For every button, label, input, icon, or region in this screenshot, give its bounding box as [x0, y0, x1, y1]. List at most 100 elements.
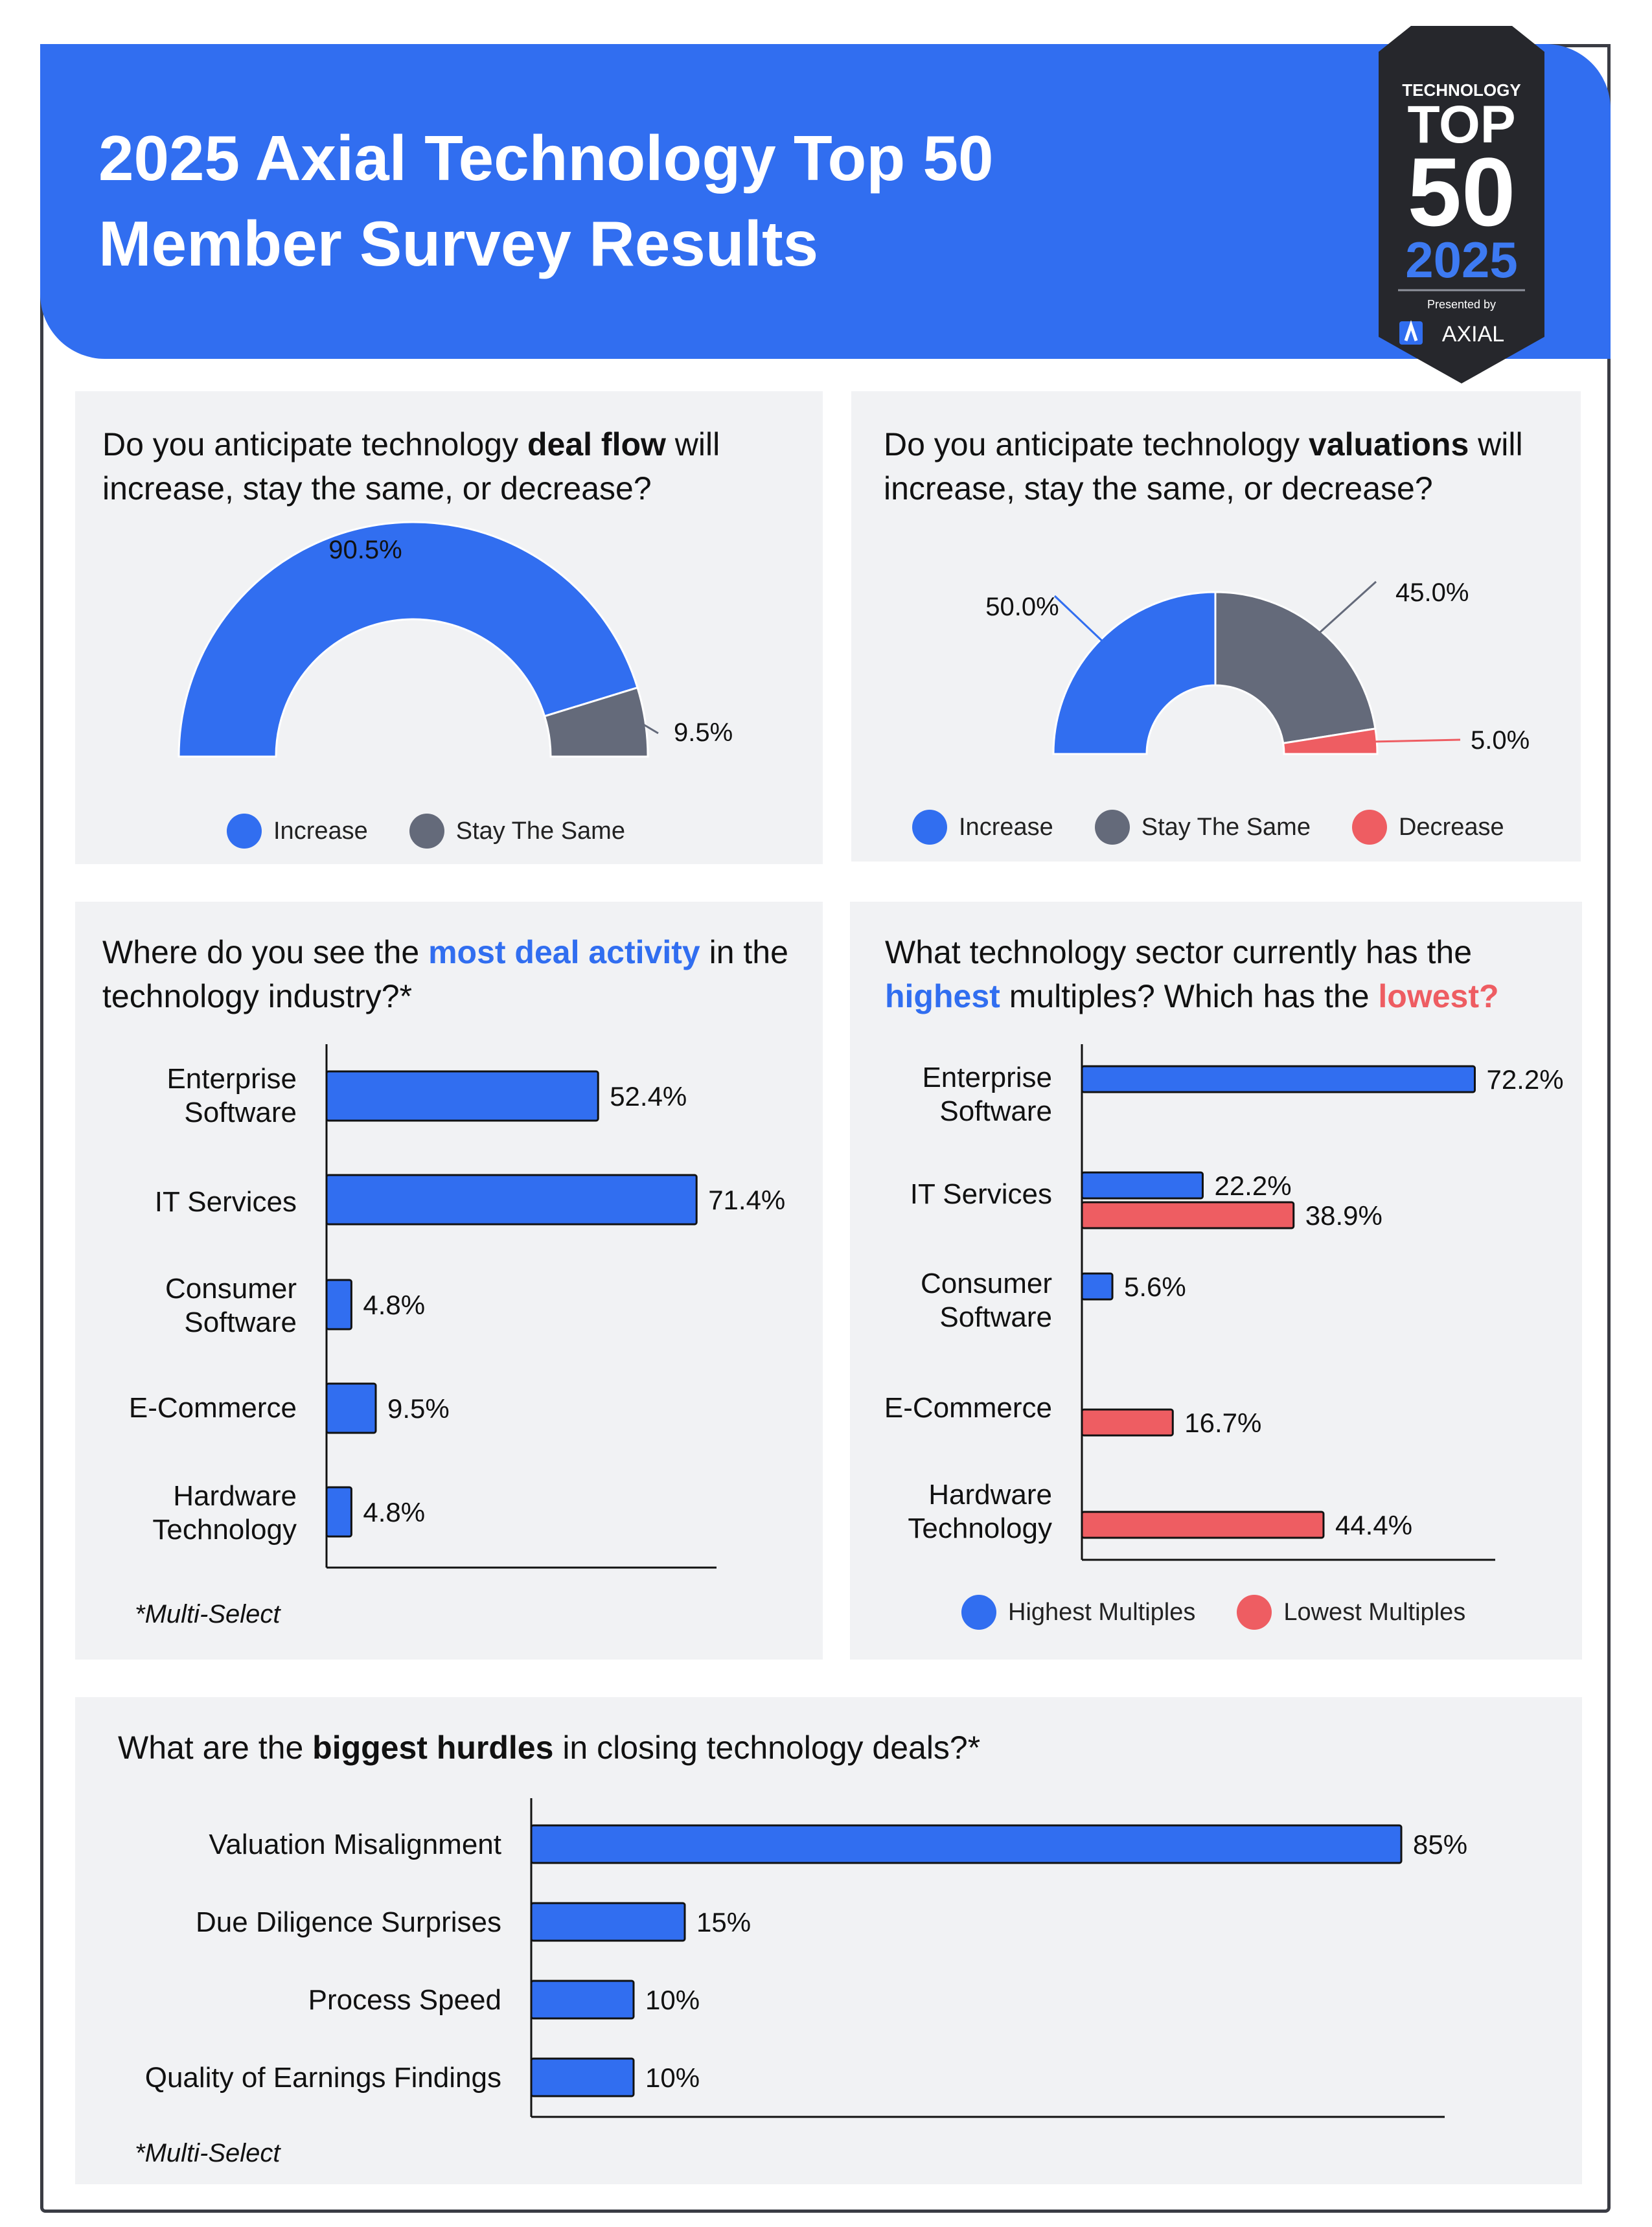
category-label: Enterprise: [166, 1063, 297, 1095]
data-label: 85%: [1413, 1829, 1467, 1860]
bar: [530, 2057, 635, 2097]
category-label: Consumer: [921, 1268, 1052, 1299]
data-label: 50.0%: [985, 593, 1059, 621]
hurdles-bar-chart: Valuation Misalignment 85% Due Diligence S…: [145, 1798, 1467, 2118]
multi-select-note: *Multi-Select: [135, 1600, 281, 1628]
donut-slice-stay-the-same: [1214, 591, 1377, 745]
category-label: Software: [939, 1301, 1052, 1333]
category-label: Technology: [908, 1513, 1052, 1544]
question-deal-flow: Do you anticipate technology deal flow w…: [102, 422, 802, 510]
bar: [1081, 1511, 1325, 1539]
data-label: 9.5%: [387, 1393, 450, 1424]
data-label: 4.8%: [363, 1497, 425, 1527]
data-label: 9.5%: [674, 718, 733, 747]
panel-multiples: What technology sector currently has the…: [850, 902, 1582, 1660]
data-label: 10%: [645, 1985, 700, 2015]
bar: [325, 1070, 599, 1122]
question-hurdles: What are the biggest hurdles in closing …: [118, 1726, 1543, 1770]
legend-label: Stay The Same: [1141, 813, 1311, 841]
category-label: Enterprise: [922, 1062, 1052, 1093]
bar: [325, 1279, 352, 1330]
legend-multiples: Highest Multiples Lowest Multiples: [961, 1595, 1507, 1630]
legend-valuations: Increase Stay The Same Decrease: [912, 810, 1546, 845]
donut-slice-decrease: [1281, 727, 1379, 755]
data-label: 52.4%: [610, 1081, 687, 1112]
leader-line: [1316, 580, 1377, 636]
multi-select-note: *Multi-Select: [135, 2139, 281, 2167]
question-text: What are the: [118, 1730, 313, 1766]
legend-swatch: [961, 1595, 996, 1630]
category-label: Technology: [152, 1514, 297, 1546]
top50-badge-logo: TECHNOLOGY TOP 50 2025 Presented by AXIA…: [1379, 26, 1544, 383]
question-emphasis: biggest hurdles: [312, 1730, 554, 1766]
header-banner: 2025 Axial Technology Top 50 Member Surv…: [40, 44, 1611, 359]
category-label: Software: [184, 1097, 297, 1128]
data-label: 45.0%: [1395, 578, 1469, 607]
donut-slice-increase: [1052, 591, 1217, 755]
bar: [325, 1486, 352, 1538]
badge-line2: TOP: [1407, 95, 1515, 154]
title-line-2: Member Survey Results: [98, 208, 819, 279]
legend-item-decrease: Decrease: [1351, 810, 1504, 845]
data-label: 16.7%: [1184, 1408, 1261, 1438]
category-label: Quality of Earnings Findings: [145, 2062, 501, 2094]
question-text: in the technology industry?*: [102, 934, 788, 1014]
category-label: Consumer: [165, 1273, 297, 1305]
legend-swatch: [409, 814, 444, 849]
donut-slice-stay-the-same: [543, 686, 649, 758]
panel-deal-flow: Do you anticipate technology deal flow w…: [75, 391, 823, 864]
panel-valuations: Do you anticipate technology valuations …: [851, 391, 1581, 862]
deal-flow-half-donut-chart: 90.5% 9.5%: [178, 521, 733, 758]
data-label: 44.4%: [1335, 1510, 1412, 1540]
question-multiples: What technology sector currently has the…: [885, 930, 1572, 1018]
leader-line: [639, 722, 659, 735]
legend-item-increase: Increase: [227, 814, 368, 849]
bar: [1081, 1408, 1174, 1437]
data-label: 15%: [696, 1907, 751, 1937]
data-label: 38.9%: [1305, 1200, 1382, 1231]
category-label: E-Commerce: [884, 1392, 1052, 1424]
data-label: 71.4%: [708, 1185, 785, 1215]
question-emphasis-lowest: lowest?: [1378, 978, 1499, 1014]
legend-label: Increase: [959, 813, 1053, 841]
badge-brand: AXIAL: [1442, 322, 1504, 347]
legend-deal-flow: Increase Stay The Same: [227, 814, 667, 849]
badge-line3: 50: [1408, 137, 1516, 246]
page-title: 2025 Axial Technology Top 50 Member Surv…: [98, 115, 1200, 286]
bar: [530, 1824, 1403, 1864]
leader-line: [1053, 595, 1105, 644]
question-emphasis-highest: highest: [885, 978, 1000, 1014]
category-label: Valuation Misalignment: [209, 1829, 501, 1860]
leader-line: [1371, 738, 1461, 743]
legend-swatch: [1237, 1595, 1272, 1630]
question-emphasis: most deal activity: [428, 934, 700, 970]
question-text: Do you anticipate technology: [884, 426, 1309, 463]
bar: [325, 1174, 698, 1226]
bar: [530, 1980, 635, 2020]
data-label: 10%: [645, 2062, 700, 2093]
legend-item-stay-same: Stay The Same: [409, 814, 625, 849]
valuations-half-donut-chart: 50.0% 45.0% 5.0%: [985, 578, 1530, 755]
category-label: E-Commerce: [129, 1392, 297, 1424]
bar: [1081, 1201, 1295, 1229]
question-deal-activity: Where do you see the most deal activity …: [102, 930, 802, 1018]
badge-presented: Presented by: [1427, 298, 1496, 311]
panel-deal-activity: Where do you see the most deal activity …: [75, 902, 823, 1660]
legend-swatch: [1351, 810, 1387, 845]
bar: [1081, 1272, 1114, 1301]
data-label: 22.2%: [1214, 1171, 1291, 1201]
legend-item-increase: Increase: [912, 810, 1053, 845]
bar: [530, 1902, 686, 1942]
question-text: in closing technology deals?*: [553, 1730, 981, 1766]
category-label: Software: [184, 1307, 297, 1338]
legend-label: Highest Multiples: [1008, 1598, 1196, 1626]
bar: [1081, 1171, 1204, 1200]
data-label: 4.8%: [363, 1290, 425, 1320]
legend-item-highest: Highest Multiples: [961, 1595, 1195, 1630]
legend-swatch: [912, 810, 947, 845]
leader-line: [378, 529, 407, 543]
category-label: Due Diligence Surprises: [196, 1906, 501, 1938]
question-text: Where do you see the: [102, 934, 429, 970]
